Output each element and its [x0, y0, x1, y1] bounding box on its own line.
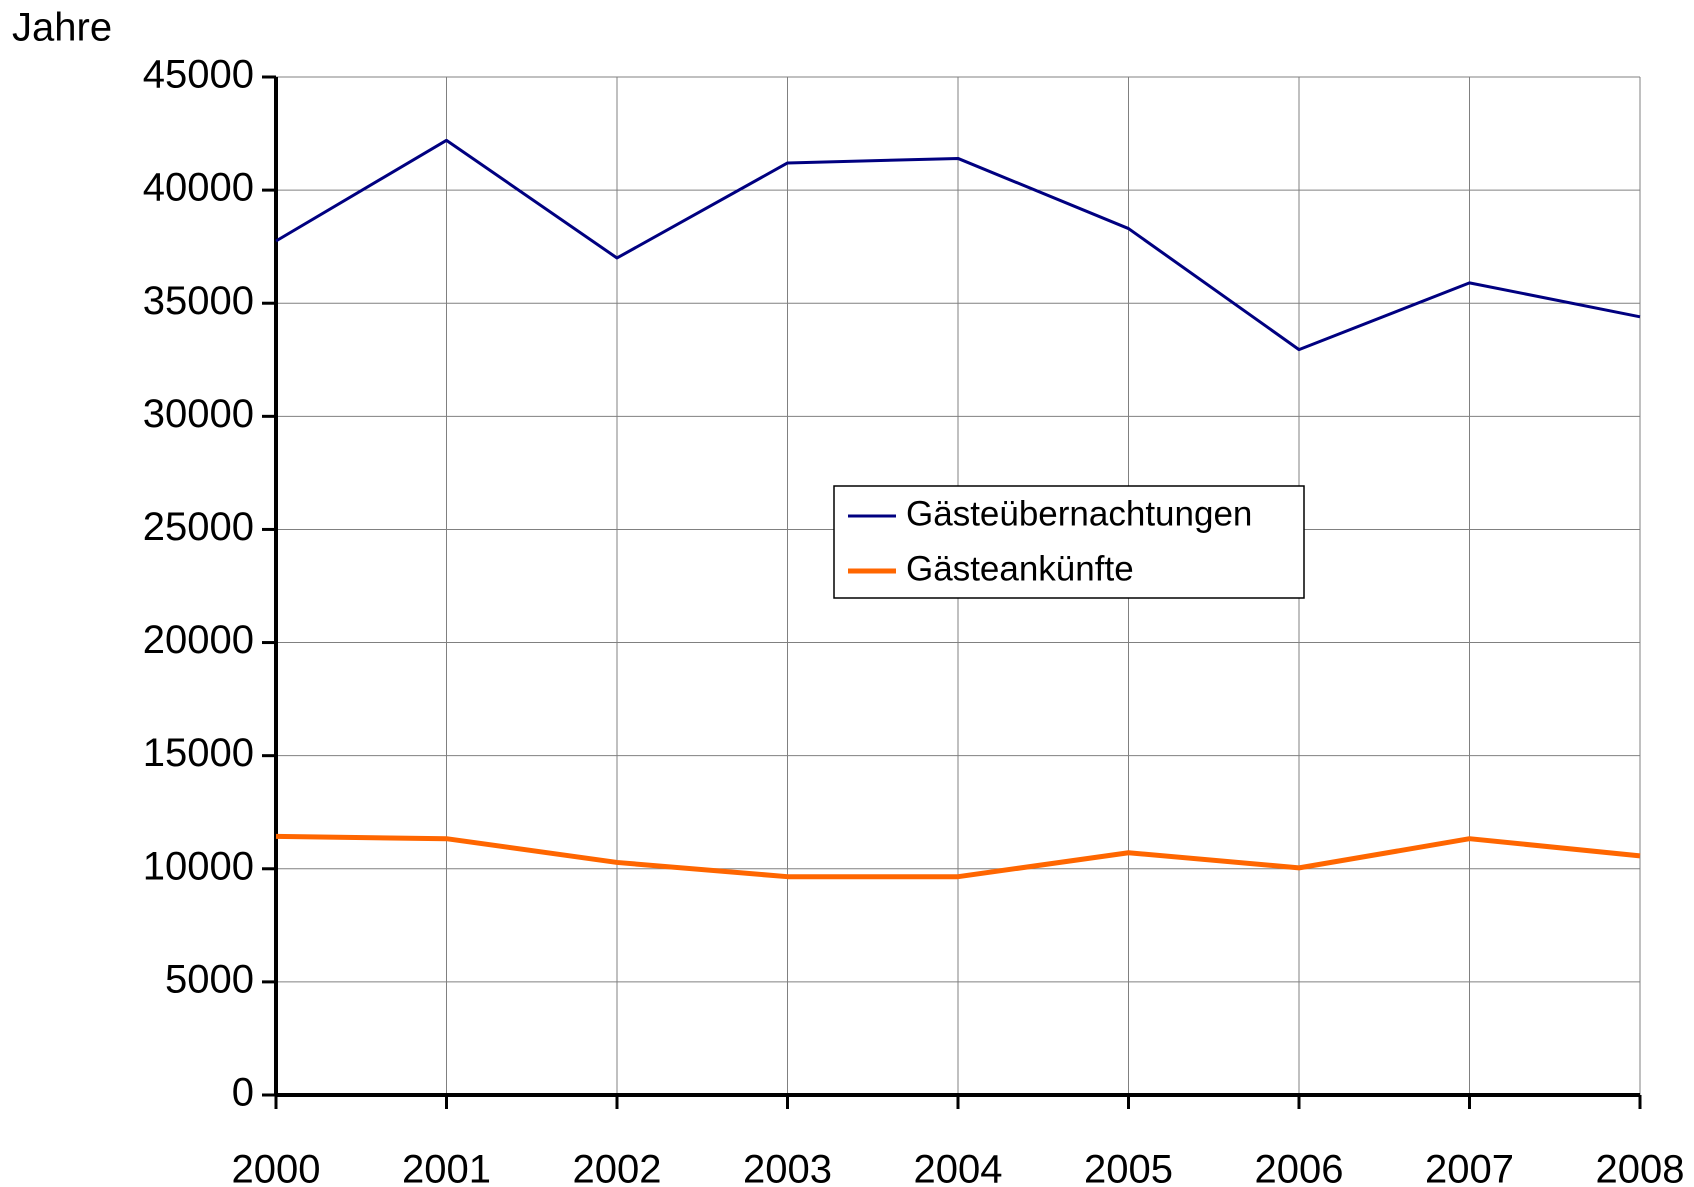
y-tick-label: 35000 — [143, 279, 254, 323]
y-tick-label: 30000 — [143, 392, 254, 436]
x-tick-label: 2000 — [232, 1148, 321, 1187]
x-tick-label: 2007 — [1425, 1148, 1514, 1187]
x-tick-label: 2006 — [1255, 1148, 1344, 1187]
y-tick-label: 45000 — [143, 53, 254, 97]
y-tick-label: 25000 — [143, 505, 254, 549]
legend-label: Gästeübernachtungen — [906, 494, 1252, 533]
y-tick-label: 5000 — [165, 957, 254, 1001]
series-line — [275, 138, 1641, 352]
x-tick-label: 2005 — [1084, 1148, 1173, 1187]
x-tick-label: 2004 — [914, 1148, 1003, 1187]
series-line — [275, 833, 1641, 880]
y-axis-label: Jahre — [12, 6, 112, 50]
legend-label: Gästeankünfte — [906, 549, 1134, 588]
x-tick-label: 2001 — [402, 1148, 491, 1187]
x-tick-label: 2008 — [1596, 1148, 1685, 1187]
y-tick-label: 40000 — [143, 166, 254, 210]
legend-box — [833, 485, 1305, 599]
y-tick-label: 20000 — [143, 618, 254, 662]
x-tick-label: 2003 — [743, 1148, 832, 1187]
y-tick-label: 10000 — [143, 844, 254, 888]
x-tick-label: 2002 — [573, 1148, 662, 1187]
y-tick-label: 15000 — [143, 731, 254, 775]
y-tick-label: 0 — [232, 1071, 254, 1115]
